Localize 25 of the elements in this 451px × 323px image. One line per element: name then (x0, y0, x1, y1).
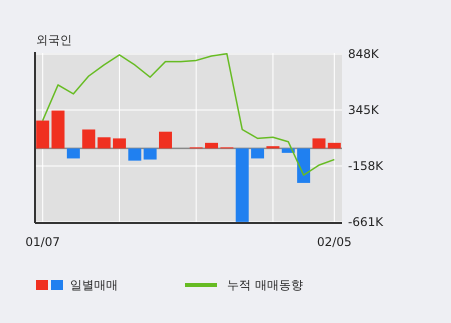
x-tick-label: 01/07 (25, 235, 60, 249)
bar (312, 138, 326, 148)
legend-label: 누적 매매동향 (227, 278, 303, 292)
bar (158, 132, 172, 148)
bar (98, 137, 111, 148)
bar (112, 138, 126, 148)
y-tick-label: 345K (348, 103, 380, 118)
bar (82, 129, 96, 148)
bar (205, 142, 218, 148)
legend-label: 일별매매 (70, 278, 118, 292)
bar (36, 120, 50, 148)
chart-title: 외국인 (36, 33, 72, 47)
bar (52, 110, 65, 148)
y-tick-label: -661K (348, 215, 384, 230)
bar (236, 148, 249, 222)
bar (328, 142, 341, 148)
x-tick-label: 02/05 (317, 235, 352, 249)
bar (66, 148, 80, 158)
bar (297, 148, 310, 183)
bar (144, 148, 157, 160)
bar (251, 148, 264, 158)
line-series (42, 53, 336, 176)
y-tick-label: -158K (348, 159, 384, 174)
bar (128, 148, 142, 161)
y-tick-label: 848K (348, 47, 380, 62)
